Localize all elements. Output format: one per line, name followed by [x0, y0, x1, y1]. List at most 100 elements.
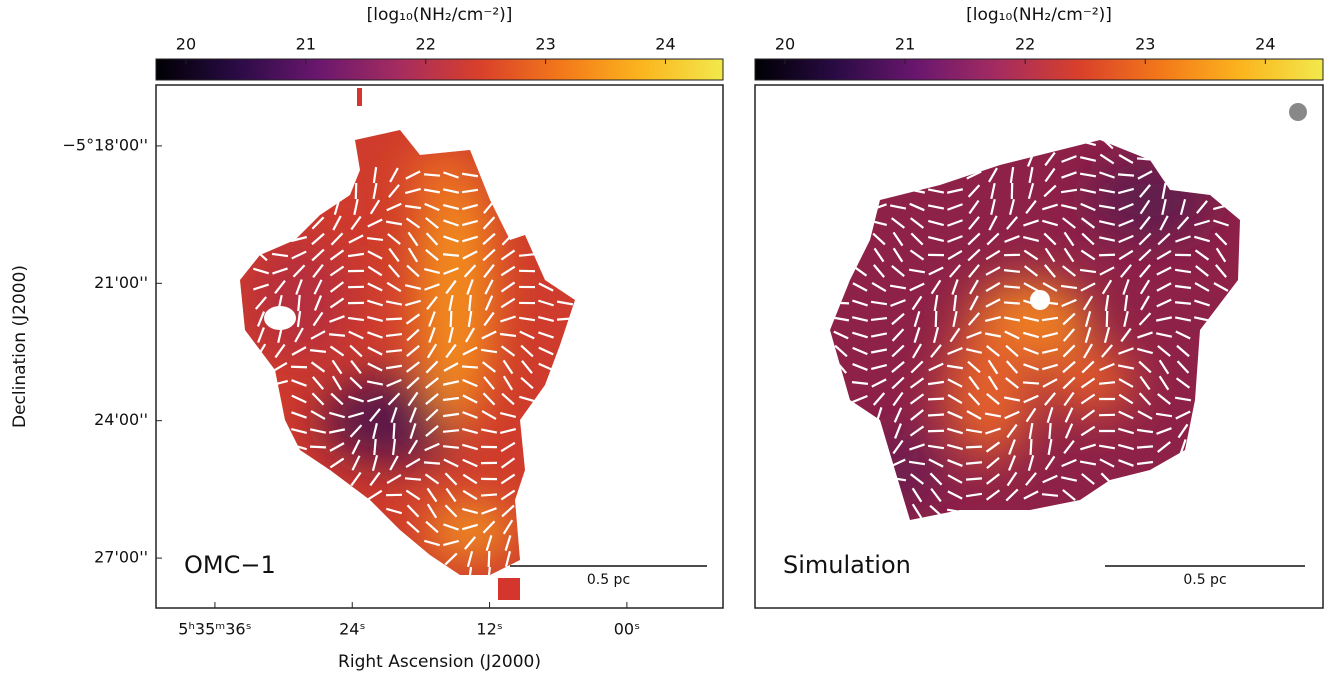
vector	[851, 316, 869, 322]
vector	[1062, 217, 1076, 229]
vector	[483, 311, 495, 327]
vector	[272, 361, 288, 373]
vector	[934, 310, 938, 328]
vector	[1062, 376, 1076, 390]
vector	[893, 407, 903, 423]
vector	[1118, 249, 1134, 261]
vector	[1080, 217, 1096, 229]
vector	[372, 166, 378, 184]
vector	[449, 310, 453, 328]
vector	[255, 343, 267, 359]
vector	[873, 264, 885, 278]
vector	[1118, 378, 1134, 388]
vector	[367, 299, 383, 307]
vector	[461, 443, 479, 451]
vector	[1139, 264, 1151, 278]
blob	[357, 88, 362, 106]
vector	[968, 375, 980, 391]
vector	[329, 265, 345, 277]
vector	[1003, 285, 1021, 289]
vector	[329, 442, 345, 452]
vector	[946, 188, 964, 194]
vector	[444, 504, 458, 518]
vector	[443, 219, 459, 227]
vector	[499, 428, 517, 434]
vector	[1083, 343, 1093, 359]
vector	[482, 232, 496, 246]
vector	[1064, 407, 1074, 423]
vector	[852, 265, 868, 277]
vector	[367, 395, 383, 403]
vector	[1080, 282, 1096, 292]
vector	[1138, 360, 1152, 374]
vector	[329, 249, 345, 261]
vector	[1118, 347, 1134, 355]
vector	[1060, 188, 1078, 194]
vector	[385, 364, 403, 370]
vector	[257, 327, 265, 343]
vector	[985, 282, 1001, 292]
vector	[1041, 348, 1059, 354]
vector	[1139, 216, 1151, 230]
vector	[1079, 139, 1097, 147]
vector	[871, 378, 887, 388]
vector	[424, 473, 440, 485]
vector	[405, 217, 421, 229]
vector	[1025, 407, 1037, 423]
vector	[487, 566, 491, 584]
vector	[1099, 362, 1115, 372]
vector	[1175, 377, 1191, 389]
vector	[406, 520, 420, 534]
vector	[442, 253, 460, 257]
vector	[483, 200, 495, 214]
vector	[1004, 330, 1020, 340]
vector	[328, 411, 346, 419]
panel-title: Simulation	[783, 551, 911, 579]
vector	[892, 439, 904, 455]
vector	[406, 504, 420, 518]
vector	[556, 317, 574, 321]
vector	[291, 346, 307, 356]
vector	[481, 361, 497, 373]
vector	[425, 425, 439, 437]
vector	[1080, 409, 1096, 421]
vector	[1062, 489, 1076, 501]
vector	[909, 393, 925, 405]
vector	[294, 327, 304, 343]
vector	[349, 344, 363, 358]
vector	[984, 412, 1002, 418]
vector	[519, 330, 535, 340]
vector	[1100, 344, 1114, 358]
vector	[423, 461, 441, 465]
vector	[461, 219, 479, 227]
vector	[967, 312, 981, 326]
vector	[333, 199, 341, 215]
vector	[405, 361, 421, 373]
vector	[348, 234, 364, 244]
vector	[852, 363, 868, 371]
vector	[927, 219, 945, 227]
vector	[1139, 375, 1151, 391]
vector	[909, 282, 925, 292]
x-axis-label: Right Ascension (J2000)	[338, 652, 541, 672]
vector	[389, 455, 399, 471]
vector	[556, 300, 574, 306]
vector	[1061, 458, 1077, 468]
vector	[1042, 219, 1058, 227]
vector	[313, 295, 323, 311]
vector	[481, 330, 497, 340]
vector	[966, 170, 982, 180]
vector	[1042, 474, 1058, 484]
vector	[986, 232, 1000, 246]
vector	[1063, 439, 1075, 455]
vector	[1005, 377, 1019, 389]
vector	[537, 315, 555, 323]
vector	[256, 311, 266, 327]
vector	[371, 454, 379, 472]
vector	[1118, 459, 1134, 467]
vector	[1176, 344, 1190, 358]
vector	[347, 252, 365, 258]
vector	[984, 332, 1002, 338]
vector	[1029, 438, 1033, 456]
vector	[404, 187, 422, 195]
